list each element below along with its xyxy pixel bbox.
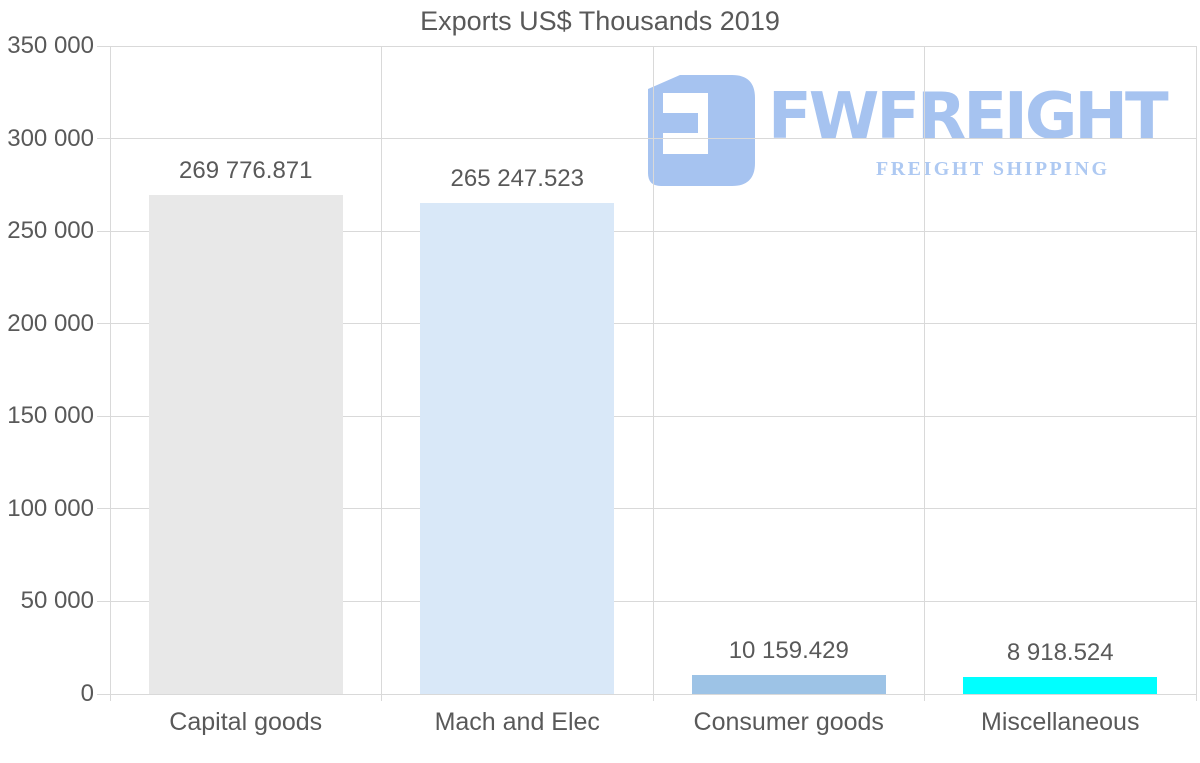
y-axis-tick bbox=[97, 45, 110, 47]
bar-value-label: 8 918.524 bbox=[1006, 639, 1114, 667]
gridline-vertical bbox=[109, 46, 111, 694]
y-axis-label: 200 000 bbox=[7, 309, 94, 337]
y-axis-label: 350 000 bbox=[7, 32, 94, 59]
x-axis-label: Mach and Elec bbox=[434, 708, 600, 736]
chart-title: Exports US$ Thousands 2019 bbox=[420, 6, 780, 36]
x-axis-label: Consumer goods bbox=[693, 708, 884, 736]
x-axis-label: Miscellaneous bbox=[981, 708, 1140, 736]
brand-logo-icon bbox=[648, 75, 755, 186]
y-axis-label: 50 000 bbox=[20, 587, 94, 615]
y-axis-label: 250 000 bbox=[7, 217, 94, 245]
y-axis-tick bbox=[97, 230, 110, 232]
y-axis-tick bbox=[97, 693, 110, 695]
bar-consumer-goods bbox=[691, 675, 886, 694]
gridline-vertical bbox=[924, 46, 925, 694]
y-axis-tick bbox=[97, 415, 110, 417]
y-axis-tick bbox=[97, 600, 110, 602]
x-axis-tick bbox=[924, 694, 925, 701]
bar-miscellaneous bbox=[963, 677, 1158, 694]
bar-mach-and-elec bbox=[420, 202, 615, 694]
bar-value-label: 269 776.871 bbox=[179, 156, 313, 184]
bar-capital-goods bbox=[148, 194, 343, 694]
x-axis-tick bbox=[652, 694, 654, 701]
brand-logo: FWFREIGHT FREIGHT SHIPPING bbox=[648, 72, 1169, 187]
y-axis-label: 0 bbox=[80, 680, 94, 707]
brand-name: FWFREIGHT bbox=[768, 80, 1169, 154]
gridline-vertical bbox=[381, 46, 382, 694]
y-axis-label: 100 000 bbox=[7, 494, 94, 522]
y-axis-label: 300 000 bbox=[7, 124, 94, 152]
brand-tagline: FREIGHT SHIPPING bbox=[876, 158, 1110, 180]
gridline-vertical bbox=[1195, 46, 1197, 694]
x-axis-tick bbox=[109, 694, 111, 701]
logo-glyph-path bbox=[648, 75, 755, 186]
y-axis-tick bbox=[97, 138, 110, 140]
x-axis-tick bbox=[1195, 694, 1197, 701]
x-axis-label: Capital goods bbox=[169, 708, 323, 736]
gridline-vertical bbox=[652, 46, 654, 694]
bar-value-label: 10 159.429 bbox=[728, 637, 849, 665]
y-axis-tick bbox=[97, 323, 110, 325]
y-axis-label: 150 000 bbox=[7, 402, 94, 430]
bar-value-label: 265 247.523 bbox=[450, 164, 584, 192]
y-axis-tick bbox=[97, 508, 110, 510]
x-axis-tick bbox=[381, 694, 382, 701]
